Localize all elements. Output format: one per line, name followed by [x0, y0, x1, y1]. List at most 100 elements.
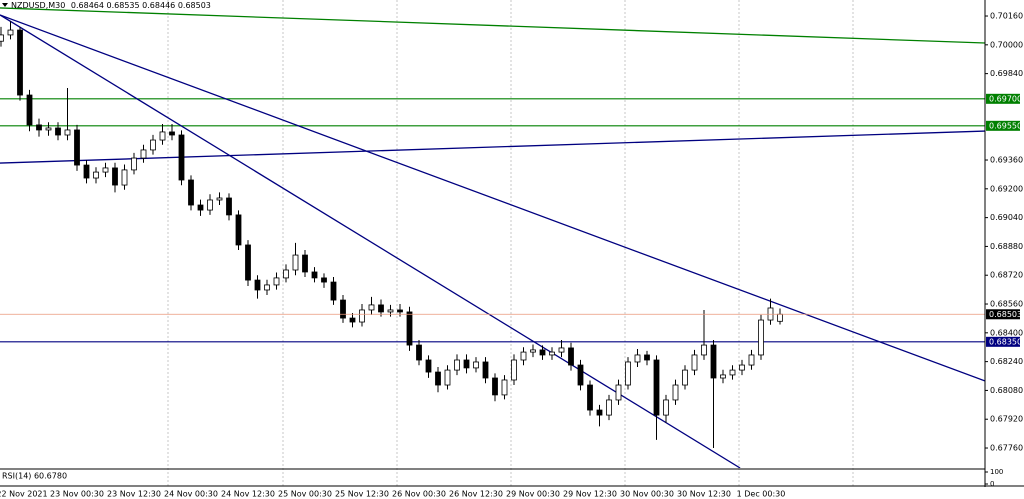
- candle-body: [64, 129, 71, 136]
- y-tick-label: 0.68720: [990, 271, 1023, 280]
- candle-body: [359, 309, 365, 323]
- rsi-tick-label: 0: [990, 480, 994, 488]
- candle-body: [93, 171, 99, 179]
- grid: [167, 0, 854, 486]
- candle-body: [644, 354, 650, 361]
- candle-body: [416, 344, 422, 361]
- y-tick-label: 0.68880: [990, 242, 1023, 251]
- candle-body: [729, 369, 736, 376]
- y-tick-label: 0.69040: [990, 213, 1023, 222]
- candle-body: [378, 304, 384, 313]
- candle-body: [577, 364, 584, 386]
- candle-body: [216, 197, 223, 201]
- candle-body: [254, 279, 261, 291]
- current-price-tag: [986, 309, 1020, 320]
- candle-body: [235, 214, 242, 246]
- candle-body: [720, 374, 726, 379]
- candle-body: [511, 359, 517, 381]
- candle-body: [568, 347, 574, 366]
- candle-body: [140, 149, 147, 159]
- candle-body: [226, 197, 232, 216]
- x-tick-label: 26 Nov 12:30: [449, 490, 503, 499]
- candle-body: [245, 244, 251, 281]
- candle-body: [587, 384, 593, 411]
- header-open: 0.68464: [71, 1, 104, 10]
- header-low: 0.68446: [142, 1, 175, 10]
- candle-body: [83, 164, 90, 179]
- candle-body: [102, 167, 109, 173]
- candle-body: [482, 361, 489, 379]
- candle-body: [17, 29, 23, 96]
- candle-body: [615, 384, 622, 401]
- trendline: [0, 130, 985, 164]
- candle-body: [159, 131, 166, 141]
- candle-body: [0, 34, 4, 42]
- level-tag: [986, 336, 1020, 347]
- candle-body: [672, 384, 679, 401]
- y-tick-label: 0.70160: [990, 12, 1023, 21]
- y-tick-label: 0.68400: [990, 328, 1023, 337]
- candle-body: [330, 281, 337, 301]
- x-tick-label: 26 Nov 00:30: [392, 490, 446, 499]
- trendline: [0, 14, 985, 382]
- level-tag: [986, 93, 1020, 104]
- level-tag-label: 0.69550: [989, 121, 1022, 130]
- candle-body: [112, 167, 118, 186]
- candle-body: [710, 344, 717, 379]
- symbol: NZDUSD,M30: [11, 1, 65, 10]
- chart-header: NZDUSD,M30 0.68464 0.68535 0.68446 0.685…: [11, 1, 211, 10]
- candle-body: [758, 319, 764, 356]
- y-tick-label: 0.68560: [990, 300, 1023, 309]
- header-high: 0.68535: [107, 1, 140, 10]
- candle-body: [549, 351, 555, 356]
- candle-body: [625, 361, 631, 386]
- candle-body: [653, 359, 660, 416]
- candle-body: [349, 317, 356, 323]
- candle-body: [463, 359, 470, 369]
- candle-body: [26, 94, 33, 126]
- header-close: 0.68503: [178, 1, 211, 10]
- x-tick-label: 23 Nov 12:30: [107, 490, 161, 499]
- menu-arrow: [2, 3, 8, 7]
- x-tick-label: 30 Nov 12:30: [677, 490, 731, 499]
- candle-body: [701, 344, 707, 356]
- candle-body: [55, 127, 61, 136]
- candle-body: [273, 277, 280, 286]
- x-tick-label: 1 Dec 00:30: [737, 490, 786, 499]
- level-tag-label: 0.69700: [989, 94, 1022, 103]
- candle-body: [283, 269, 289, 279]
- candle-body: [121, 169, 128, 186]
- candle-body: [520, 351, 527, 361]
- x-tick-label: 30 Nov 00:30: [620, 490, 674, 499]
- candle-body: [691, 354, 698, 371]
- candle-body: [596, 409, 603, 416]
- x-tick-label: 24 Nov 12:30: [221, 490, 275, 499]
- level-tag-label: 0.68350: [989, 337, 1022, 346]
- x-tick-label: 29 Nov 12:30: [563, 490, 617, 499]
- candle-body: [558, 347, 565, 353]
- rsi-tick-label: 100: [990, 468, 1003, 476]
- candle-body: [435, 371, 441, 386]
- y-tick-label: 0.69840: [990, 69, 1023, 78]
- current-price-label: 0.68503: [989, 310, 1022, 319]
- candle-body: [634, 354, 641, 363]
- x-tick-label: 25 Nov 00:30: [278, 490, 332, 499]
- candle-body: [454, 359, 460, 371]
- candle-body: [311, 271, 318, 279]
- candle-body: [188, 179, 194, 206]
- candle-body: [302, 254, 308, 273]
- candle-body: [207, 199, 213, 211]
- candle-body: [473, 361, 479, 369]
- y-tick-label: 0.67920: [990, 415, 1023, 424]
- candle-body: [530, 349, 536, 353]
- candle-body: [292, 254, 299, 271]
- candle-body: [406, 311, 413, 346]
- y-tick-label: 0.69360: [990, 156, 1023, 165]
- candle-body: [739, 364, 745, 371]
- plot-area: [0, 7, 985, 468]
- candle-body: [131, 157, 137, 171]
- y-tick-label: 0.68240: [990, 357, 1023, 366]
- candle-body: [682, 369, 688, 386]
